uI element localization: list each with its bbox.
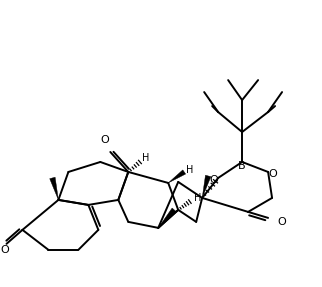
- Text: O: O: [210, 175, 219, 185]
- Polygon shape: [50, 177, 58, 200]
- Polygon shape: [202, 175, 211, 198]
- Text: H: H: [142, 153, 149, 163]
- Text: H: H: [194, 193, 201, 203]
- Text: B: B: [238, 161, 246, 171]
- Polygon shape: [168, 170, 185, 183]
- Text: O: O: [100, 135, 109, 145]
- Text: H: H: [185, 165, 193, 175]
- Polygon shape: [158, 208, 176, 228]
- Text: O: O: [0, 245, 9, 255]
- Text: O: O: [278, 217, 287, 227]
- Text: O: O: [269, 169, 278, 179]
